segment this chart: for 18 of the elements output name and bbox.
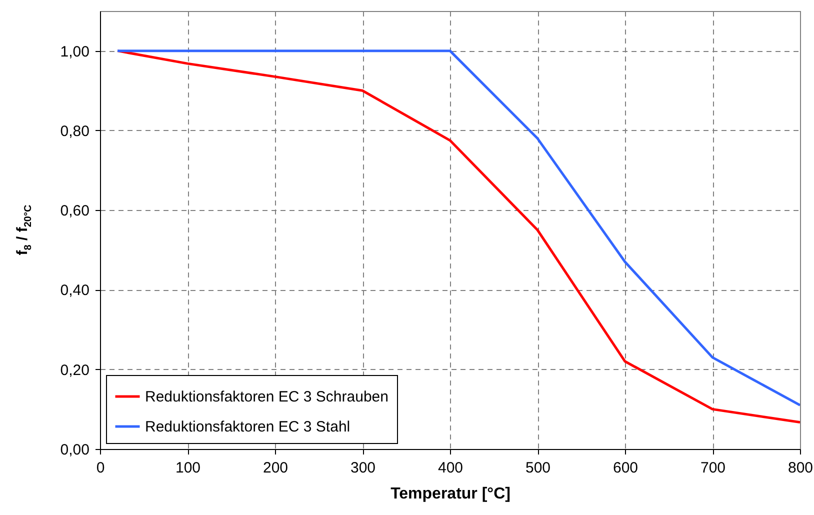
x-tick-label: 700 <box>700 460 726 476</box>
legend-label: Reduktionsfaktoren EC 3 Stahl <box>145 418 350 436</box>
x-tick-label: 0 <box>96 460 105 476</box>
x-tick-label: 400 <box>438 460 464 476</box>
y-tick-label: 0,20 <box>60 362 90 379</box>
x-tick-label: 100 <box>175 460 201 476</box>
y-tick-label: 0,00 <box>60 442 90 458</box>
x-tick-label: 600 <box>612 460 638 476</box>
x-axis-title: Temperatur [°C] <box>390 486 510 502</box>
y-tick-label: 0,40 <box>60 282 90 300</box>
x-tick-label: 500 <box>525 460 551 476</box>
x-tick-label: 200 <box>262 460 288 476</box>
x-tick-label: 800 <box>788 460 814 476</box>
legend-label: Reduktionsfaktoren EC 3 Schrauben <box>145 388 388 406</box>
y-tick-label: 1,00 <box>60 43 90 60</box>
x-tick-label: 300 <box>350 460 376 476</box>
y-tick-label: 0,80 <box>60 122 90 140</box>
y-tick-label: 0,60 <box>60 202 90 220</box>
